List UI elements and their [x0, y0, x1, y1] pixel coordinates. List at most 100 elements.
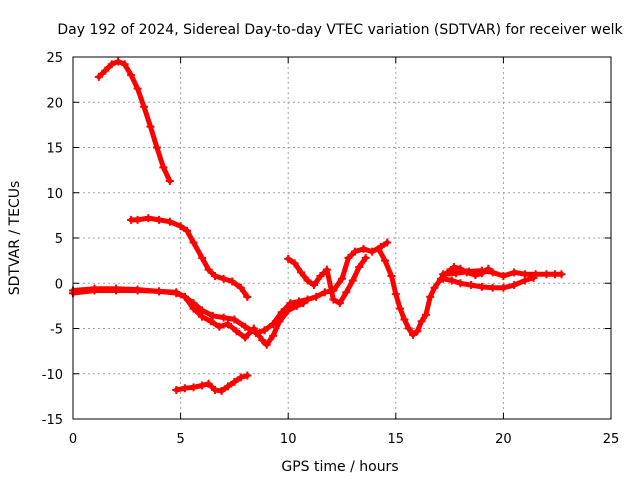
data-point-marker: [387, 272, 396, 281]
data-point-marker: [127, 71, 136, 80]
data-point-marker: [146, 122, 155, 131]
data-point-marker: [165, 217, 174, 226]
data-point-marker: [223, 319, 232, 328]
data-point-marker: [208, 311, 217, 320]
data-point-marker: [439, 274, 448, 283]
data-point-marker: [316, 272, 325, 281]
data-point-marker: [144, 214, 153, 223]
data-point-marker: [529, 273, 538, 282]
data-point-marker: [275, 317, 284, 326]
series-trace: [96, 59, 173, 184]
data-point-marker: [107, 60, 116, 69]
data-point-marker: [292, 301, 301, 310]
data-point-marker: [241, 322, 250, 331]
data-point-marker: [269, 331, 278, 340]
data-point-marker: [342, 288, 351, 297]
data-point-marker: [359, 244, 368, 253]
data-point-marker: [310, 281, 319, 290]
data-point-marker: [204, 265, 213, 274]
data-point-marker: [303, 276, 312, 285]
data-point-marker: [449, 262, 458, 271]
data-point-marker: [198, 312, 207, 321]
data-point-marker: [165, 176, 174, 185]
data-point-marker: [90, 286, 99, 295]
data-point-marker: [477, 266, 486, 275]
data-point-marker: [368, 247, 377, 256]
y-tick-label: 25: [46, 51, 63, 66]
x-axis-label: GPS time / hours: [281, 459, 398, 475]
data-point-marker: [172, 288, 181, 297]
data-point-marker: [243, 292, 252, 301]
data-point-marker: [152, 143, 161, 152]
data-point-marker: [133, 215, 142, 224]
data-point-marker: [236, 373, 245, 382]
x-tick-label: 15: [388, 432, 405, 447]
data-point-marker: [344, 253, 353, 262]
data-point-marker: [204, 379, 213, 388]
data-point-marker: [262, 340, 271, 349]
data-point-marker: [133, 84, 142, 93]
data-point-marker: [322, 265, 331, 274]
data-point-marker: [488, 283, 497, 292]
data-point-marker: [211, 272, 220, 281]
data-point-marker: [219, 313, 228, 322]
data-point-marker: [413, 327, 422, 336]
data-point-marker: [140, 102, 149, 111]
y-tick-label: -5: [50, 323, 63, 338]
data-point-marker: [391, 290, 400, 299]
data-point-marker: [467, 281, 476, 290]
data-point-marker: [114, 57, 123, 66]
data-point-marker: [198, 381, 207, 390]
series-trace: [70, 288, 306, 348]
data-point-marker: [230, 377, 239, 386]
x-tick-label: 5: [176, 432, 184, 447]
data-point-marker: [232, 327, 241, 336]
x-tick-label: 0: [69, 432, 77, 447]
data-point-marker: [228, 277, 237, 286]
data-point-marker: [499, 283, 508, 292]
data-point-marker: [223, 382, 232, 391]
data-point-marker: [374, 244, 383, 253]
data-point-marker: [120, 60, 129, 69]
data-point-marker: [297, 268, 306, 277]
data-point-marker: [499, 272, 508, 281]
data-point-marker: [172, 386, 181, 395]
grid-lines: [73, 57, 611, 419]
data-point-marker: [348, 276, 357, 285]
data-point-marker: [396, 304, 405, 313]
data-point-marker: [430, 283, 439, 292]
y-tick-label: -10: [42, 368, 63, 383]
axis-ticks: 0 5 10 15 20 25 -15 -10 -5 0 5 10 15 20 25: [42, 51, 620, 447]
data-point-marker: [112, 286, 121, 295]
data-point-marker: [183, 226, 192, 235]
data-point-marker: [219, 274, 228, 283]
data-point-marker: [303, 295, 312, 304]
y-tick-label: -15: [42, 413, 63, 428]
data-point-marker: [488, 268, 497, 277]
y-tick-label: 0: [55, 277, 63, 292]
data-point-marker: [198, 253, 207, 262]
data-point-marker: [230, 315, 239, 324]
data-point-marker: [176, 222, 185, 231]
data-point-marker: [452, 269, 461, 278]
data-point-marker: [312, 292, 321, 301]
data-point-marker: [299, 299, 308, 308]
y-tick-label: 15: [46, 142, 63, 157]
data-point-marker: [217, 386, 226, 395]
data-point-marker: [557, 270, 566, 279]
data-point-marker: [447, 276, 456, 285]
data-point-marker: [350, 247, 359, 256]
data-point-marker: [258, 336, 267, 345]
data-point-marker: [329, 295, 338, 304]
data-point-marker: [236, 283, 245, 292]
data-point-marker: [249, 324, 258, 333]
data-point-marker: [421, 310, 430, 319]
data-point-marker: [404, 324, 413, 333]
series-satellite-arc-5: [284, 253, 370, 308]
y-axis-label: SDTVAR / TECUs: [7, 181, 23, 296]
data-point-marker: [155, 287, 164, 296]
data-point-marker: [381, 256, 390, 265]
data-point-marker: [133, 286, 142, 295]
